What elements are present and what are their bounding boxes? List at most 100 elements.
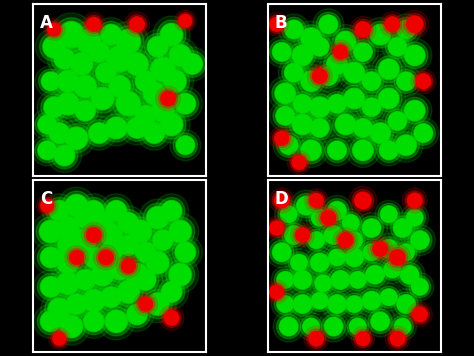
Circle shape: [287, 288, 318, 320]
Circle shape: [165, 217, 195, 246]
Circle shape: [316, 205, 341, 230]
Circle shape: [102, 307, 131, 336]
Circle shape: [170, 221, 191, 242]
Circle shape: [301, 140, 321, 161]
Circle shape: [337, 82, 371, 116]
Circle shape: [41, 277, 60, 296]
Circle shape: [100, 225, 121, 245]
Circle shape: [108, 47, 132, 71]
Circle shape: [100, 241, 122, 264]
Circle shape: [168, 235, 202, 269]
Circle shape: [406, 273, 434, 301]
Circle shape: [270, 18, 283, 31]
Circle shape: [325, 138, 349, 162]
Circle shape: [395, 241, 417, 263]
Circle shape: [343, 229, 365, 251]
Circle shape: [267, 219, 286, 237]
Circle shape: [57, 252, 78, 273]
Circle shape: [35, 112, 59, 137]
Circle shape: [89, 41, 109, 62]
Circle shape: [118, 235, 139, 256]
Circle shape: [269, 221, 284, 235]
Circle shape: [140, 79, 169, 108]
Circle shape: [128, 99, 163, 133]
Circle shape: [107, 256, 133, 283]
Circle shape: [328, 25, 363, 59]
Circle shape: [179, 15, 191, 27]
Circle shape: [321, 314, 346, 339]
Circle shape: [161, 200, 182, 221]
Circle shape: [109, 273, 147, 311]
Circle shape: [312, 272, 334, 294]
Circle shape: [391, 66, 422, 97]
Circle shape: [169, 44, 191, 66]
Circle shape: [355, 192, 372, 209]
Circle shape: [275, 83, 296, 104]
Circle shape: [284, 225, 303, 245]
Circle shape: [89, 123, 109, 143]
Circle shape: [354, 119, 372, 137]
Circle shape: [355, 21, 371, 37]
Circle shape: [339, 233, 353, 247]
Circle shape: [119, 257, 137, 275]
Circle shape: [119, 236, 138, 255]
Circle shape: [370, 123, 391, 143]
Circle shape: [381, 206, 397, 222]
Circle shape: [179, 51, 206, 77]
Circle shape: [313, 9, 344, 40]
Circle shape: [305, 229, 327, 251]
Circle shape: [51, 142, 78, 169]
Circle shape: [49, 123, 70, 143]
Circle shape: [162, 201, 181, 220]
Circle shape: [117, 254, 140, 278]
Circle shape: [277, 296, 293, 312]
Circle shape: [298, 68, 324, 95]
Circle shape: [124, 115, 150, 141]
Circle shape: [65, 246, 88, 269]
Circle shape: [159, 305, 184, 330]
Circle shape: [351, 327, 375, 350]
Circle shape: [328, 54, 346, 73]
Circle shape: [342, 214, 359, 231]
Circle shape: [356, 213, 387, 244]
Circle shape: [350, 16, 376, 42]
Circle shape: [288, 252, 310, 273]
Circle shape: [83, 311, 104, 332]
Circle shape: [83, 247, 104, 268]
Circle shape: [126, 53, 148, 75]
Circle shape: [87, 17, 101, 31]
Circle shape: [47, 42, 82, 76]
Circle shape: [93, 245, 118, 270]
Circle shape: [50, 201, 69, 220]
Circle shape: [82, 116, 116, 150]
Circle shape: [274, 293, 296, 315]
Circle shape: [410, 231, 429, 250]
Circle shape: [92, 234, 130, 271]
Circle shape: [265, 216, 288, 240]
Circle shape: [309, 207, 331, 229]
Circle shape: [82, 222, 106, 247]
Circle shape: [301, 71, 321, 92]
Circle shape: [395, 319, 410, 334]
Circle shape: [367, 120, 393, 146]
Circle shape: [324, 225, 343, 245]
Circle shape: [356, 285, 387, 316]
Circle shape: [285, 226, 302, 244]
Circle shape: [328, 268, 353, 292]
Circle shape: [335, 114, 356, 135]
Circle shape: [375, 283, 403, 311]
Circle shape: [274, 131, 289, 146]
Circle shape: [270, 126, 293, 150]
Circle shape: [401, 204, 428, 232]
Circle shape: [166, 41, 194, 69]
Circle shape: [265, 12, 288, 36]
Circle shape: [375, 56, 402, 83]
Circle shape: [132, 239, 159, 266]
Circle shape: [145, 124, 164, 143]
Circle shape: [273, 244, 291, 261]
Circle shape: [298, 25, 324, 51]
Circle shape: [385, 17, 399, 31]
Circle shape: [417, 74, 430, 88]
Circle shape: [408, 302, 432, 327]
Circle shape: [40, 247, 61, 268]
